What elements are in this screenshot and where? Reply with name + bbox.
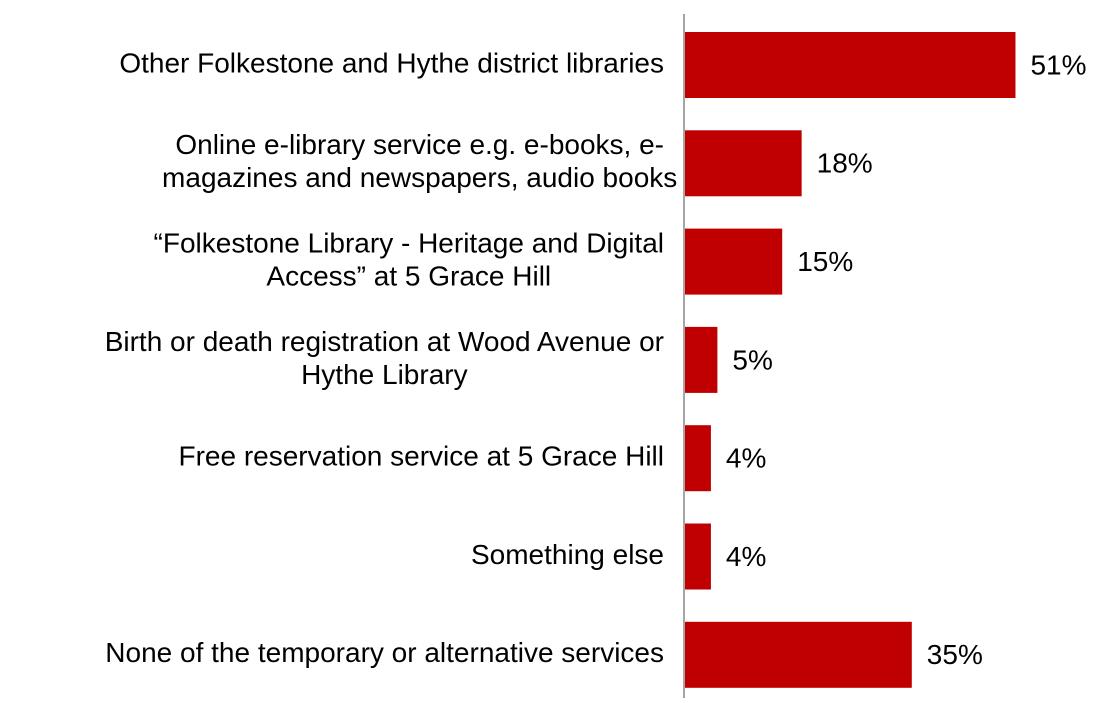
data-label: 18% — [817, 148, 873, 179]
data-label: 15% — [797, 246, 853, 277]
data-label: 4% — [726, 541, 766, 572]
bar — [685, 425, 711, 492]
category-label: Access” at 5 Grace Hill — [266, 260, 551, 291]
data-label: 51% — [1030, 49, 1086, 80]
category-label: “Folkestone Library - Heritage and Digit… — [154, 227, 664, 258]
category-label: None of the temporary or alternative ser… — [105, 637, 664, 668]
data-label: 35% — [927, 639, 983, 670]
bar — [685, 523, 711, 590]
bar — [685, 326, 718, 393]
category-label: magazines and newspapers, audio books — [162, 162, 677, 193]
category-label: Free reservation service at 5 Grace Hill — [178, 441, 664, 472]
category-label: Something else — [471, 539, 664, 570]
category-labels-group: Other Folkestone and Hythe district libr… — [105, 47, 678, 668]
category-label: Birth or death registration at Wood Aven… — [105, 326, 664, 357]
bar — [685, 32, 1016, 98]
data-labels-group: 51% 18% 15% 5% 4% 4% 35% — [726, 49, 1087, 670]
category-label: Other Folkestone and Hythe district libr… — [119, 47, 664, 78]
bar — [685, 130, 802, 197]
data-label: 4% — [726, 443, 766, 474]
data-label: 5% — [732, 344, 772, 375]
bar — [685, 621, 912, 688]
category-label: Online e-library service e.g. e-books, e… — [175, 129, 664, 160]
bars-group — [685, 32, 1016, 688]
bar — [685, 228, 783, 295]
category-label: Hythe Library — [301, 359, 468, 390]
